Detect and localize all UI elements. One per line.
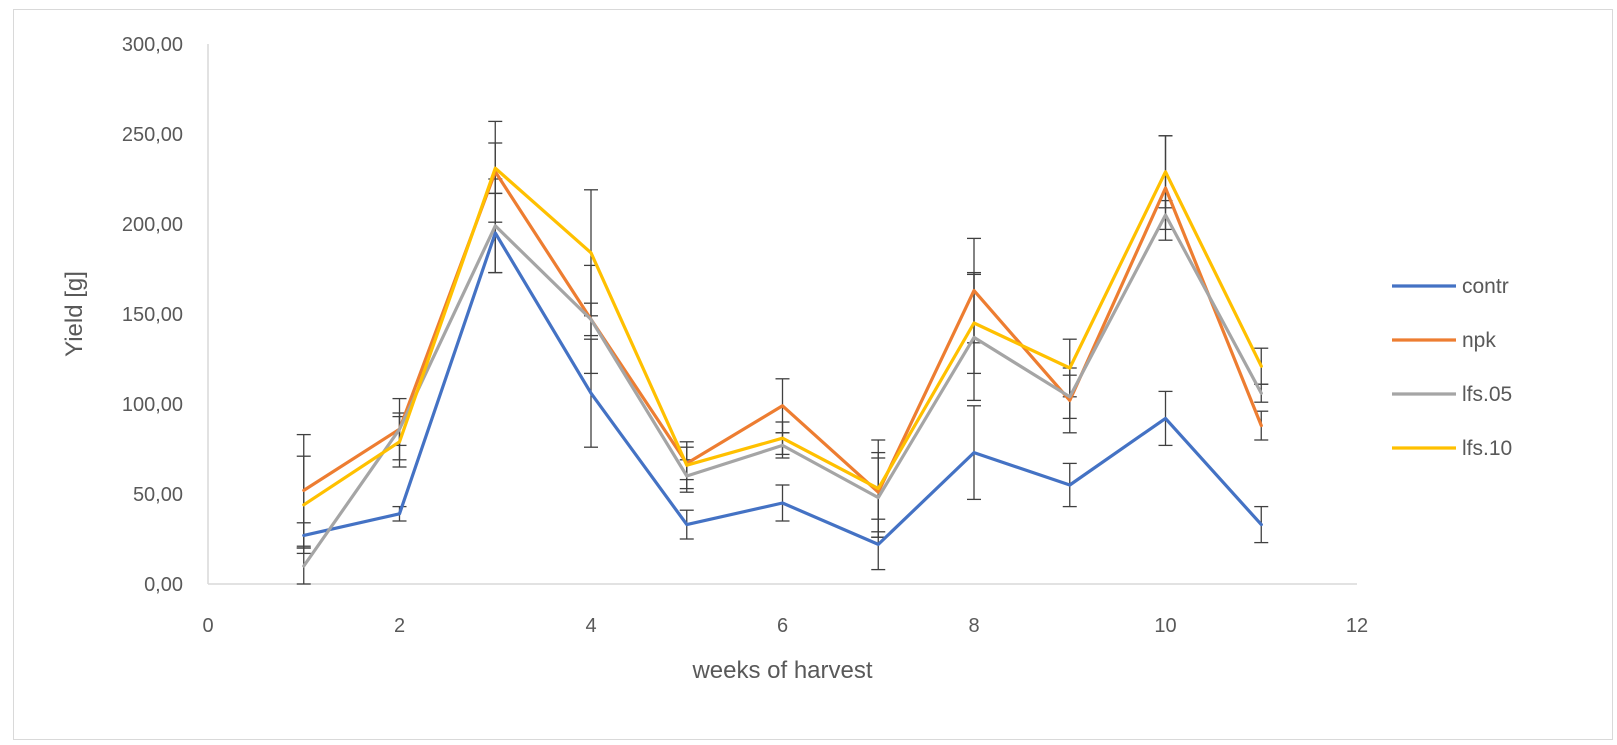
y-tick-label: 0,00 (144, 574, 183, 596)
series-line-lfs.05 (302, 213, 1263, 568)
x-tick-label: 8 (968, 615, 979, 637)
legend-label-lfs.05: lfs.05 (1462, 383, 1512, 406)
y-tick-label: 50,00 (133, 484, 183, 506)
legend: contr npk lfs.05 lfs.10 (1392, 275, 1512, 460)
x-tick-label: 12 (1346, 615, 1368, 637)
x-tick-label: 6 (777, 615, 788, 637)
x-tick-label: 4 (585, 615, 596, 637)
y-tick-label: 200,00 (122, 214, 183, 236)
y-tick-label: 250,00 (122, 124, 183, 146)
legend-label-npk: npk (1462, 329, 1496, 352)
x-tick-label: 10 (1154, 615, 1176, 637)
series-line-lfs.10 (302, 166, 1263, 507)
x-tick-label: 0 (202, 615, 213, 637)
x-tick-label: 2 (394, 615, 405, 637)
y-tick-label: 150,00 (122, 304, 183, 326)
x-tick-labels: 0 2 4 6 8 10 12 (202, 615, 1368, 637)
y-tick-labels: 0,00 50,00 100,00 150,00 200,00 250,00 300,00 (122, 34, 183, 596)
y-tick-label: 300,00 (122, 34, 183, 56)
x-axis-title: weeks of harvest (691, 657, 872, 684)
chart-frame (13, 9, 1613, 740)
y-axis-title: Yield [g] (61, 271, 88, 357)
legend-label-contr: contr (1462, 275, 1509, 298)
series-lines (302, 166, 1263, 568)
legend-label-lfs.10: lfs.10 (1462, 437, 1512, 460)
error-bars (296, 120, 1269, 585)
y-tick-label: 100,00 (122, 394, 183, 416)
series-line-contr (302, 231, 1263, 547)
